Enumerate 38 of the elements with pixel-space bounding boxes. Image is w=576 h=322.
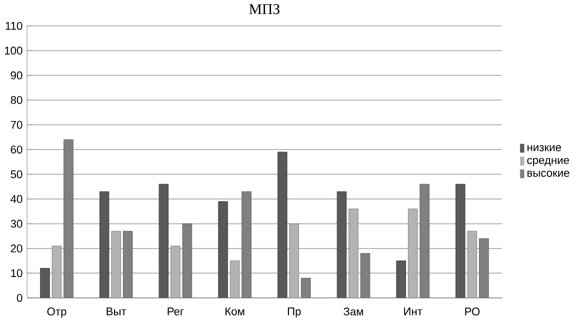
y-tick-label: 100 [4, 46, 22, 55]
bar [64, 140, 74, 298]
bar [218, 201, 228, 298]
legend-label: низкие [528, 145, 562, 152]
y-tick-label: 80 [10, 96, 22, 104]
bar [479, 238, 489, 298]
bar [40, 268, 50, 298]
bar [360, 253, 370, 298]
x-tick-label: Ком [226, 308, 244, 316]
y-tick-label: 40 [10, 195, 22, 204]
y-tick-label: 60 [10, 146, 22, 154]
bar [336, 191, 347, 298]
x-tick-label: Отр [47, 308, 66, 318]
bar [122, 231, 133, 298]
bar [456, 184, 466, 298]
y-tick-label: 110 [6, 22, 22, 30]
x-tick-label: Пр [288, 308, 301, 318]
bar [99, 191, 110, 298]
y-tick-label: 0 [16, 294, 22, 302]
x-tick-label: Инт [404, 308, 422, 316]
x-tick-label: Выт [106, 308, 126, 316]
x-tick-label: Рег [168, 308, 184, 316]
bar [278, 152, 288, 298]
y-tick-label: 70 [10, 120, 22, 129]
x-tick-label: РО [465, 308, 480, 316]
bar [300, 278, 311, 298]
legend-label: высокие [528, 170, 570, 177]
bar [242, 191, 252, 298]
chart-title: МПЗ [249, 4, 280, 14]
y-tick-label: 20 [10, 244, 22, 253]
y-tick-label: 90 [10, 72, 22, 80]
y-tick-label: 50 [10, 170, 22, 178]
legend-label: средние [527, 158, 570, 166]
y-tick-label: 30 [10, 220, 22, 228]
bar [158, 184, 169, 298]
y-tick-label: 10 [11, 269, 22, 278]
bar [396, 260, 406, 298]
x-tick-label: Зам [344, 308, 363, 316]
